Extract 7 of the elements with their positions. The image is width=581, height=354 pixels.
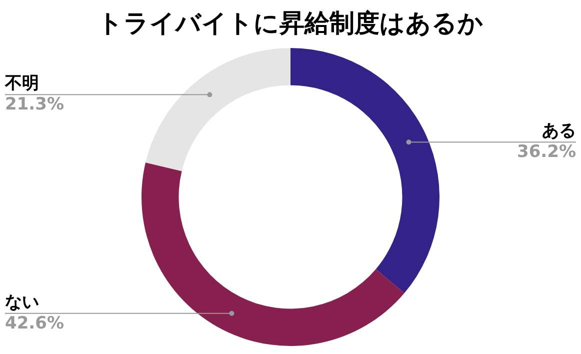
data-label: 36.2% — [517, 142, 576, 162]
data-label: 21.3% — [5, 94, 64, 115]
slice-label: ない — [5, 292, 39, 312]
slice-label: 不明 — [4, 74, 39, 94]
chart-title: トライバイトに昇給制度はあるか — [98, 8, 484, 38]
data-label: 42.6% — [5, 313, 64, 334]
slice-label: ある — [542, 121, 576, 142]
